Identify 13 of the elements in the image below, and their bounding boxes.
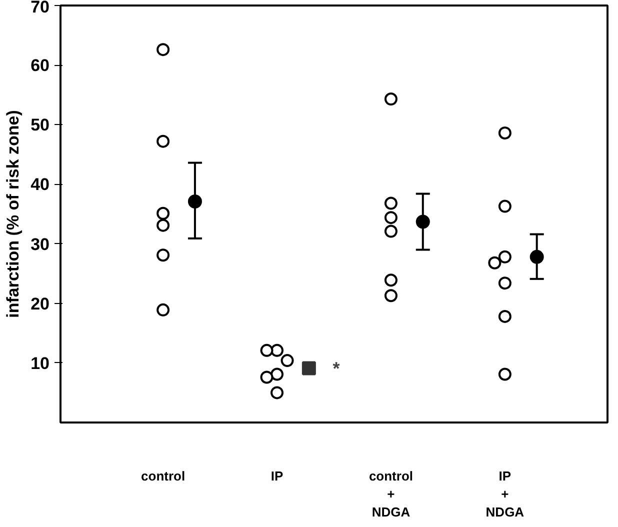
y-tick-label: 30 xyxy=(30,234,50,254)
y-tick-label: 50 xyxy=(30,116,50,135)
y-tick-label: 20 xyxy=(30,294,50,314)
annotation: * xyxy=(332,358,340,378)
y-tick-label: 40 xyxy=(30,175,50,194)
x-tick-label: IP + NDGA xyxy=(486,468,525,520)
y-tick-label: 70 xyxy=(30,0,50,16)
y-tick-label: 10 xyxy=(30,354,50,373)
x-tick-label: control + NDGA xyxy=(368,468,414,520)
y-tick-label: 60 xyxy=(30,56,50,76)
x-tick-label: IP xyxy=(270,468,284,484)
y-axis-title: infarction (% of risk zone) xyxy=(4,110,23,318)
x-tick-label: control xyxy=(141,468,186,484)
